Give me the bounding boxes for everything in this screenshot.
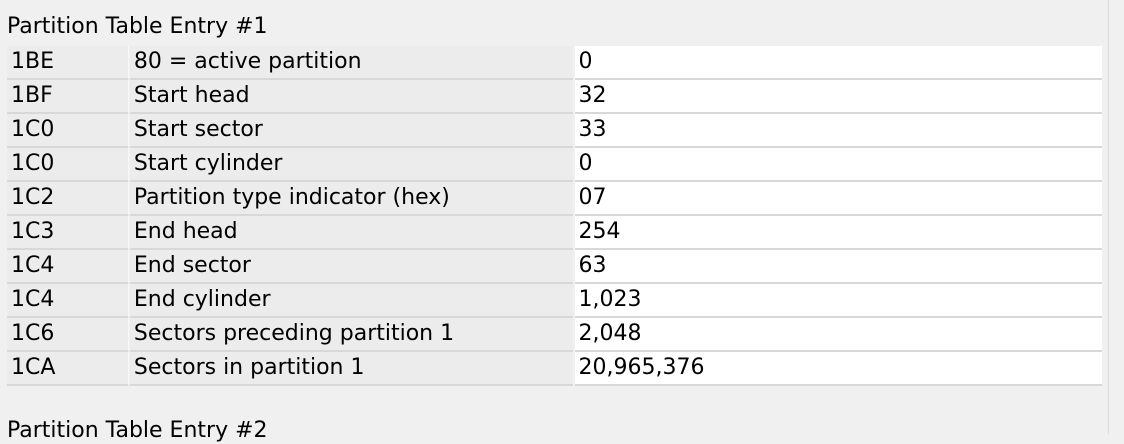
offset-cell: 1CA xyxy=(7,352,129,386)
offset-cell: 1C4 xyxy=(7,250,129,284)
table-row-1c6-sectors-preceding: 1C6 Sectors preceding partition 1 2,048 xyxy=(7,318,1102,352)
table-row-1c2-partition-type: 1C2 Partition type indicator (hex) 07 xyxy=(7,182,1102,216)
value-cell: 1,023 xyxy=(575,284,1102,318)
description-cell: Start sector xyxy=(129,114,574,148)
partition-entry-1-table: 1BE 80 = active partition 0 1BF Start he… xyxy=(7,46,1102,386)
value-cell: 254 xyxy=(575,216,1102,250)
description-cell: Start cylinder xyxy=(129,148,574,182)
description-cell: Partition type indicator (hex) xyxy=(129,182,574,216)
description-cell: End cylinder xyxy=(129,284,574,318)
table-row-1c4-end-cylinder: 1C4 End cylinder 1,023 xyxy=(7,284,1102,318)
value-cell: 32 xyxy=(575,80,1102,114)
value-cell: 0 xyxy=(575,148,1102,182)
description-cell: Start head xyxy=(129,80,574,114)
table-row-1c0-start-cylinder: 1C0 Start cylinder 0 xyxy=(7,148,1102,182)
value-cell: 2,048 xyxy=(575,318,1102,352)
description-cell: Sectors in partition 1 xyxy=(129,352,574,386)
offset-cell: 1C6 xyxy=(7,318,129,352)
table-row-1c3-end-head: 1C3 End head 254 xyxy=(7,216,1102,250)
description-cell: End head xyxy=(129,216,574,250)
offset-cell: 1C3 xyxy=(7,216,129,250)
value-cell: 20,965,376 xyxy=(575,352,1102,386)
description-cell: 80 = active partition xyxy=(129,46,574,80)
table-row-1be-active: 1BE 80 = active partition 0 xyxy=(7,46,1102,80)
table-row-1c4-end-sector: 1C4 End sector 63 xyxy=(7,250,1102,284)
table-row-1bf-start-head: 1BF Start head 32 xyxy=(7,80,1102,114)
section-title-entry-1: Partition Table Entry #1 xyxy=(7,14,268,39)
description-cell: End sector xyxy=(129,250,574,284)
partition-table-panel: Partition Table Entry #1 1BE 80 = active… xyxy=(7,14,1102,443)
section-title-entry-2: Partition Table Entry #2 xyxy=(7,418,268,443)
value-cell: 07 xyxy=(575,182,1102,216)
offset-cell: 1BE xyxy=(7,46,129,80)
value-cell: 33 xyxy=(575,114,1102,148)
vertical-scrollbar[interactable] xyxy=(1108,0,1124,434)
table-row-1c0-start-sector: 1C0 Start sector 33 xyxy=(7,114,1102,148)
offset-cell: 1C0 xyxy=(7,114,129,148)
offset-cell: 1C0 xyxy=(7,148,129,182)
description-cell: Sectors preceding partition 1 xyxy=(129,318,574,352)
offset-cell: 1C4 xyxy=(7,284,129,318)
offset-cell: 1C2 xyxy=(7,182,129,216)
offset-cell: 1BF xyxy=(7,80,129,114)
value-cell: 0 xyxy=(575,46,1102,80)
value-cell: 63 xyxy=(575,250,1102,284)
table-row-1ca-sectors-in-partition: 1CA Sectors in partition 1 20,965,376 xyxy=(7,352,1102,386)
